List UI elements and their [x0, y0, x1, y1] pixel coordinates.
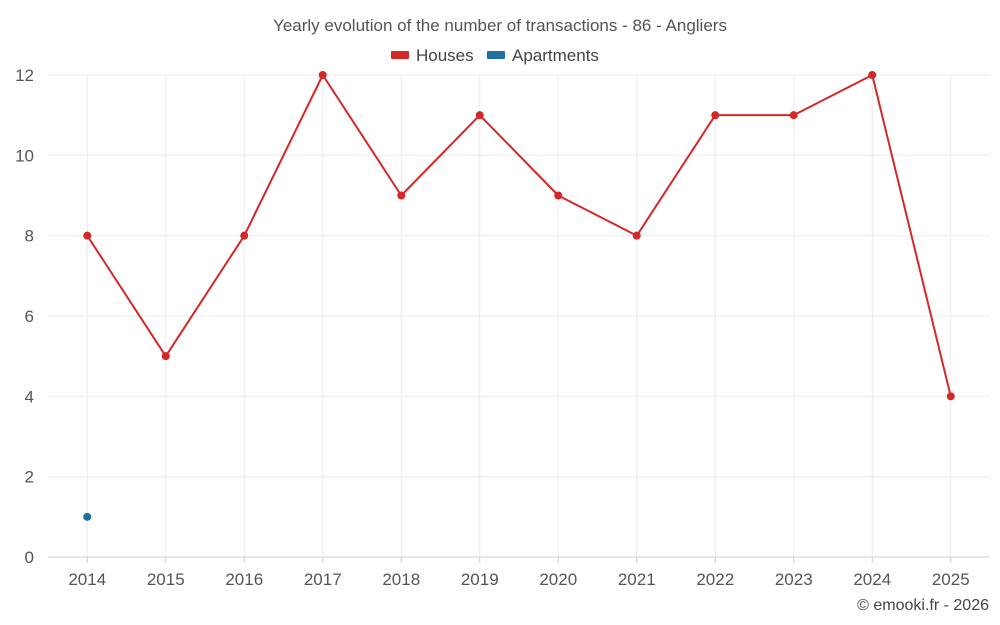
data-point-houses-2021[interactable]	[632, 231, 641, 240]
x-tick-label-2016: 2016	[225, 570, 263, 589]
legend-swatch-houses	[391, 51, 409, 59]
y-tick-label-4: 4	[25, 387, 34, 406]
y-tick-label-0: 0	[25, 548, 34, 567]
y-tick-label-12: 12	[15, 66, 34, 85]
data-point-apartments-2014[interactable]	[83, 512, 92, 521]
legend-item-apartments[interactable]: Apartments	[487, 46, 599, 65]
legend-label-apartments: Apartments	[512, 46, 599, 65]
legend-swatch-apartments	[487, 51, 505, 59]
x-tick-label-2014: 2014	[68, 570, 106, 589]
data-point-houses-2016[interactable]	[240, 231, 249, 240]
chart-title: Yearly evolution of the number of transa…	[273, 16, 727, 35]
data-point-houses-2022[interactable]	[711, 111, 720, 120]
legend-item-houses[interactable]: Houses	[391, 46, 474, 65]
x-tick-label-2017: 2017	[304, 570, 342, 589]
data-point-houses-2020[interactable]	[554, 191, 563, 200]
data-point-houses-2019[interactable]	[475, 111, 484, 120]
x-tick-label-2020: 2020	[539, 570, 577, 589]
x-tick-label-2021: 2021	[618, 570, 656, 589]
legend: Houses Apartments	[391, 46, 599, 65]
series-layer	[83, 71, 955, 521]
x-tick-label-2018: 2018	[382, 570, 420, 589]
y-tick-label-2: 2	[25, 468, 34, 487]
data-point-houses-2024[interactable]	[868, 71, 877, 79]
credit-text: © emooki.fr - 2026	[857, 597, 989, 614]
data-point-houses-2014[interactable]	[83, 231, 92, 240]
y-tick-label-8: 8	[25, 227, 34, 246]
x-tick-label-2025: 2025	[932, 570, 970, 589]
data-point-houses-2015[interactable]	[161, 352, 170, 361]
legend-label-houses: Houses	[416, 46, 474, 65]
gridlines	[48, 74, 990, 557]
data-point-houses-2017[interactable]	[318, 71, 327, 79]
y-tick-label-6: 6	[25, 307, 34, 326]
data-point-houses-2025[interactable]	[946, 392, 955, 401]
data-point-houses-2023[interactable]	[789, 111, 798, 120]
series-line-houses	[86, 74, 952, 397]
x-tick-label-2019: 2019	[461, 570, 499, 589]
x-tick-label-2023: 2023	[775, 570, 813, 589]
data-point-houses-2018[interactable]	[397, 191, 406, 200]
x-tick-label-2024: 2024	[853, 570, 891, 589]
x-tick-label-2022: 2022	[696, 570, 734, 589]
axes: 0 2 4 6 8 10 12 2014 2015 2016 2017 2018 2019 2020 202…	[15, 66, 990, 589]
x-tick-label-2015: 2015	[147, 570, 185, 589]
y-tick-label-10: 10	[15, 146, 34, 165]
